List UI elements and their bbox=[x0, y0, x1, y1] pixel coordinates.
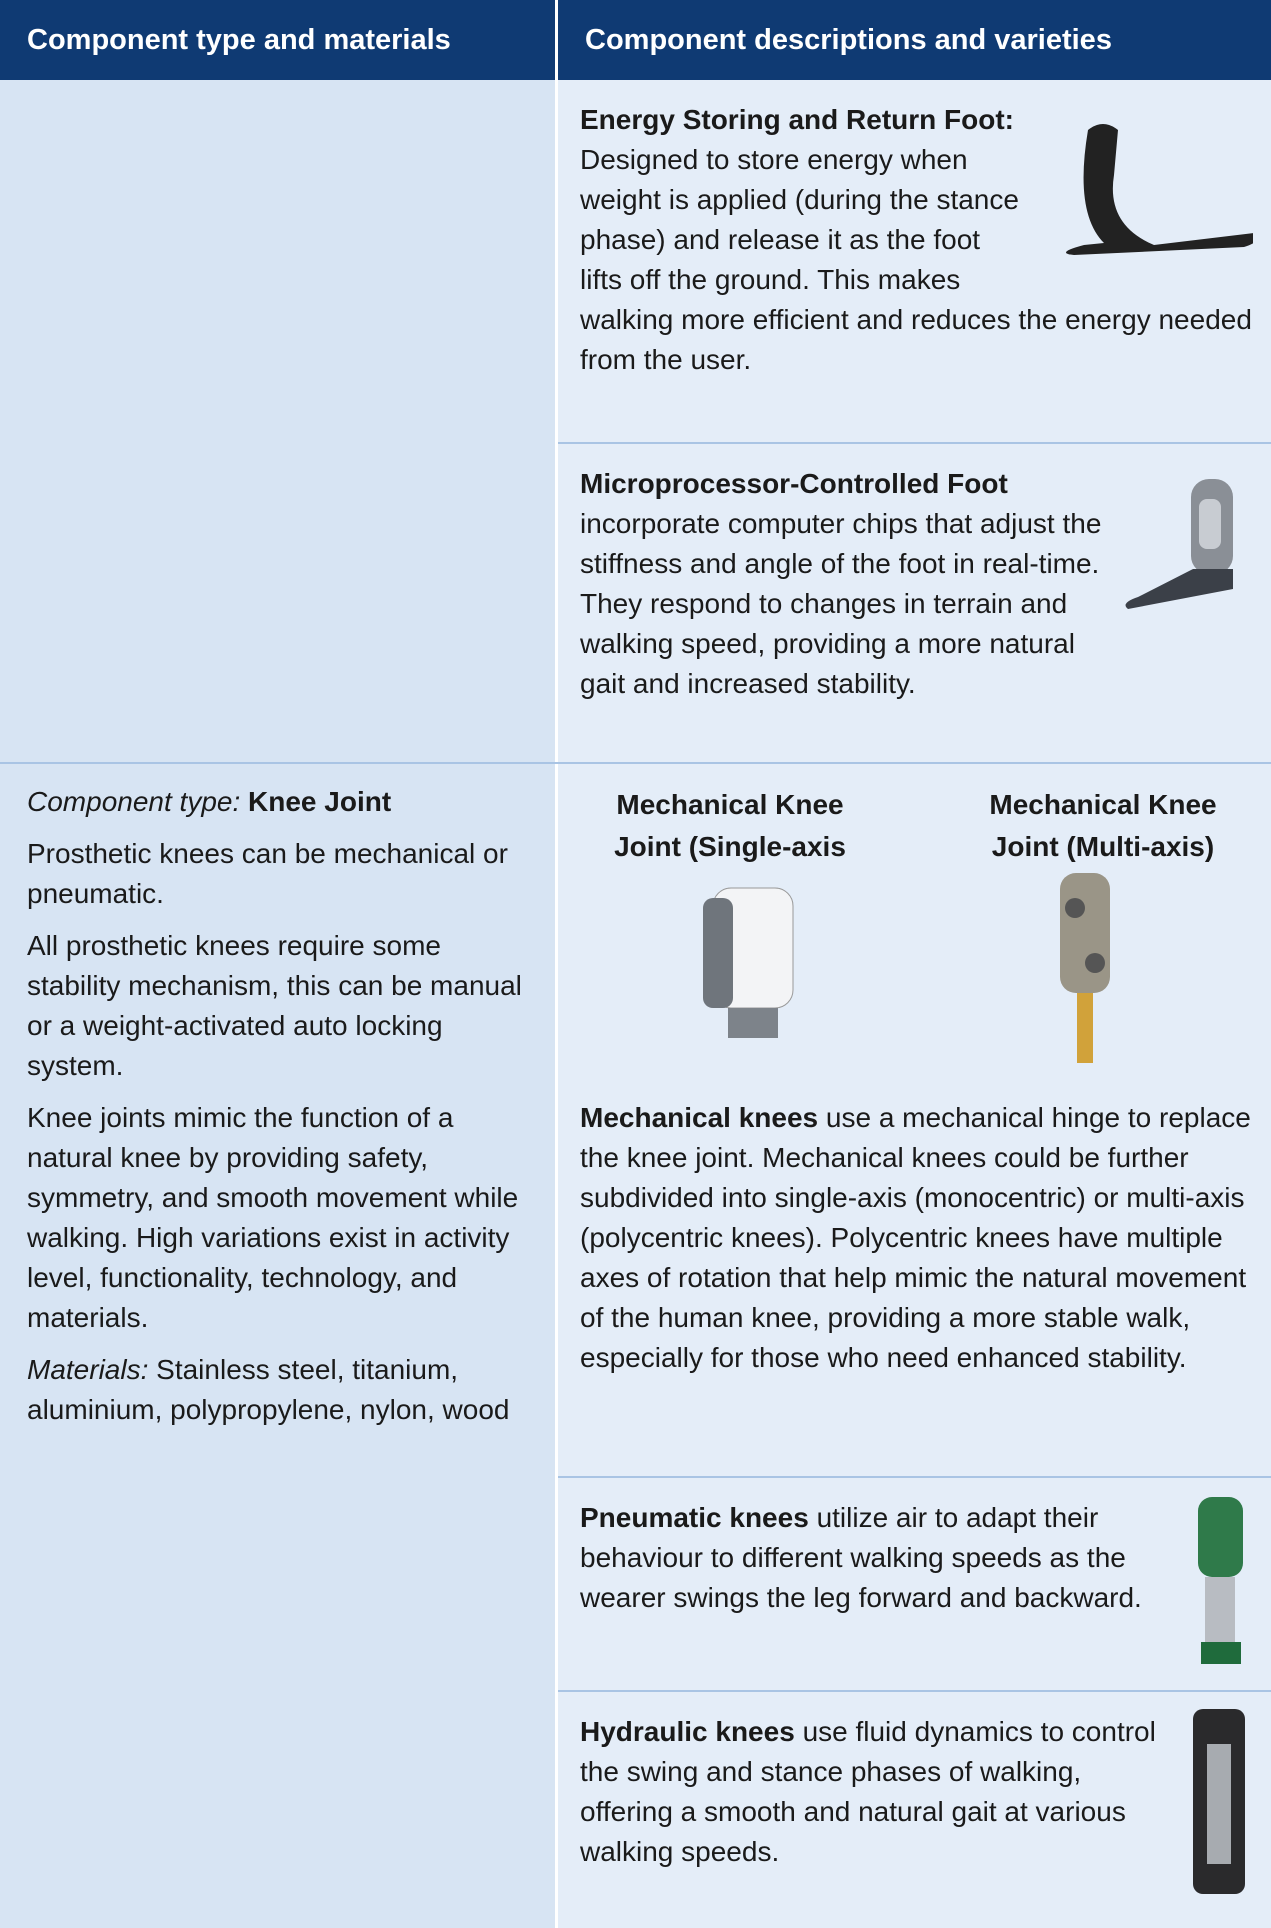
item-title: Mechanical knees bbox=[580, 1102, 818, 1133]
paragraph: Prosthetic knees can be mechanical or pn… bbox=[27, 834, 531, 914]
knee-image bbox=[1183, 1704, 1253, 1904]
cell: Mechanical Knee Joint (Single-axis Mecha… bbox=[558, 764, 1271, 1478]
knee-image bbox=[688, 868, 808, 1068]
caption: Mechanical Knee Joint (Multi-axis) bbox=[953, 784, 1253, 868]
cell: Hydraulic knees use fluid dynamics to co… bbox=[558, 1692, 1271, 1928]
knee-images bbox=[580, 868, 1253, 1088]
caption: Mechanical Knee Joint (Single-axis bbox=[580, 784, 880, 868]
cell: Energy Storing and Return Foot: Designed… bbox=[558, 80, 1271, 444]
item-title: Microprocessor-Controlled Foot bbox=[580, 468, 1008, 499]
header-cell: Component descriptions and varieties bbox=[555, 0, 1271, 80]
cell: Component type: Knee Joint Prosthetic kn… bbox=[0, 764, 555, 1928]
materials: Materials: Stainless steel, titanium, al… bbox=[27, 1350, 531, 1430]
foot-image bbox=[1123, 474, 1253, 624]
item-title: Energy Storing and Return Foot: bbox=[580, 104, 1014, 135]
item-title: Pneumatic knees bbox=[580, 1502, 809, 1533]
item-text: incorporate computer chips that adjust t… bbox=[580, 508, 1101, 699]
table-row: Energy Storing and Return Foot: Designed… bbox=[0, 80, 1271, 764]
table-header: Component type and materials Component d… bbox=[0, 0, 1271, 80]
header-cell: Component type and materials bbox=[0, 0, 555, 80]
materials-label: Materials: bbox=[27, 1354, 148, 1385]
cell: Microprocessor-Controlled Foot incorpora… bbox=[558, 444, 1271, 762]
type-label: Component type: bbox=[27, 786, 240, 817]
knee-image bbox=[1183, 1492, 1253, 1672]
cell-group: Mechanical Knee Joint (Single-axis Mecha… bbox=[555, 764, 1271, 1928]
page: Component type and materials Component d… bbox=[0, 0, 1271, 1926]
type-line: Component type: Knee Joint bbox=[27, 782, 531, 822]
table-row: Component type: Knee Joint Prosthetic kn… bbox=[0, 764, 1271, 1928]
type-name: Knee Joint bbox=[248, 786, 391, 817]
item-text: use a mechanical hinge to replace the kn… bbox=[580, 1102, 1251, 1373]
paragraph: Knee joints mimic the function of a natu… bbox=[27, 1098, 531, 1338]
item-title: Hydraulic knees bbox=[580, 1716, 795, 1747]
knee-image bbox=[1025, 868, 1145, 1078]
cell bbox=[0, 80, 555, 762]
captions: Mechanical Knee Joint (Single-axis Mecha… bbox=[580, 784, 1253, 868]
cell-group: Energy Storing and Return Foot: Designed… bbox=[555, 80, 1271, 762]
cell: Pneumatic knees utilize air to adapt the… bbox=[558, 1478, 1271, 1692]
foot-image bbox=[1043, 110, 1253, 270]
paragraph: All prosthetic knees require some stabil… bbox=[27, 926, 531, 1086]
